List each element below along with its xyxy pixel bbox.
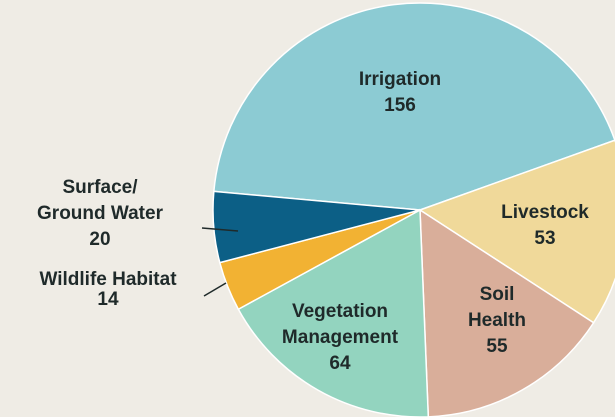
pie-slice [213, 2, 615, 211]
slice-label: Vegetation [292, 301, 388, 322]
pie-slice [237, 208, 430, 417]
slice-label: Ground Water [37, 203, 164, 224]
slice-value: 20 [89, 229, 110, 250]
leader-line [203, 282, 227, 297]
pie-slice [418, 139, 615, 324]
slice-label: Wildlife Habitat [39, 269, 177, 290]
slice-label: Soil [480, 284, 515, 305]
slice-label: Livestock [501, 202, 589, 223]
pie-slice [212, 190, 421, 264]
slice-value: 14 [97, 289, 119, 310]
slice-label: Management [282, 327, 399, 348]
slice-label: Irrigation [359, 69, 441, 90]
slice-value: 156 [384, 95, 416, 116]
slice-label: Health [468, 310, 526, 331]
slice-value: 64 [329, 353, 351, 374]
pie-slice [419, 208, 595, 417]
leader-line [201, 227, 239, 232]
slice-value: 55 [486, 336, 508, 357]
slice-label: Surface/ [63, 177, 139, 198]
slice-value: 53 [534, 228, 555, 249]
